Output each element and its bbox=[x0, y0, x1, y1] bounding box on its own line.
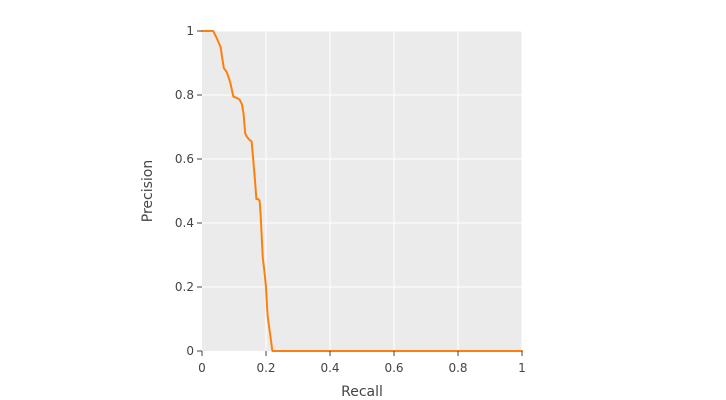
x-tick-label: 0 bbox=[198, 361, 206, 375]
y-tick-label: 0.6 bbox=[175, 152, 194, 166]
x-tick-label: 0.8 bbox=[448, 361, 467, 375]
y-tick-label: 0 bbox=[186, 344, 194, 358]
y-axis-title: Precision bbox=[140, 160, 156, 222]
y-tick-label: 0.4 bbox=[175, 216, 194, 230]
precision-recall-curve bbox=[201, 30, 523, 352]
x-tick-label: 1 bbox=[518, 361, 526, 375]
x-tick-label: 0.2 bbox=[256, 361, 275, 375]
y-axis: 0 0.2 0.4 0.6 0.8 1 bbox=[175, 24, 202, 358]
plot-area bbox=[202, 31, 522, 351]
grid-lines bbox=[202, 30, 523, 351]
x-axis-title: Recall bbox=[341, 384, 383, 400]
x-tick-label: 0.4 bbox=[320, 361, 339, 375]
x-tick-label: 0.6 bbox=[384, 361, 403, 375]
y-tick-label: 0.2 bbox=[175, 280, 194, 294]
y-tick-label: 1 bbox=[186, 24, 194, 38]
x-axis: 0 0.2 0.4 0.6 0.8 1 bbox=[198, 351, 526, 375]
y-tick-label: 0.8 bbox=[175, 88, 194, 102]
